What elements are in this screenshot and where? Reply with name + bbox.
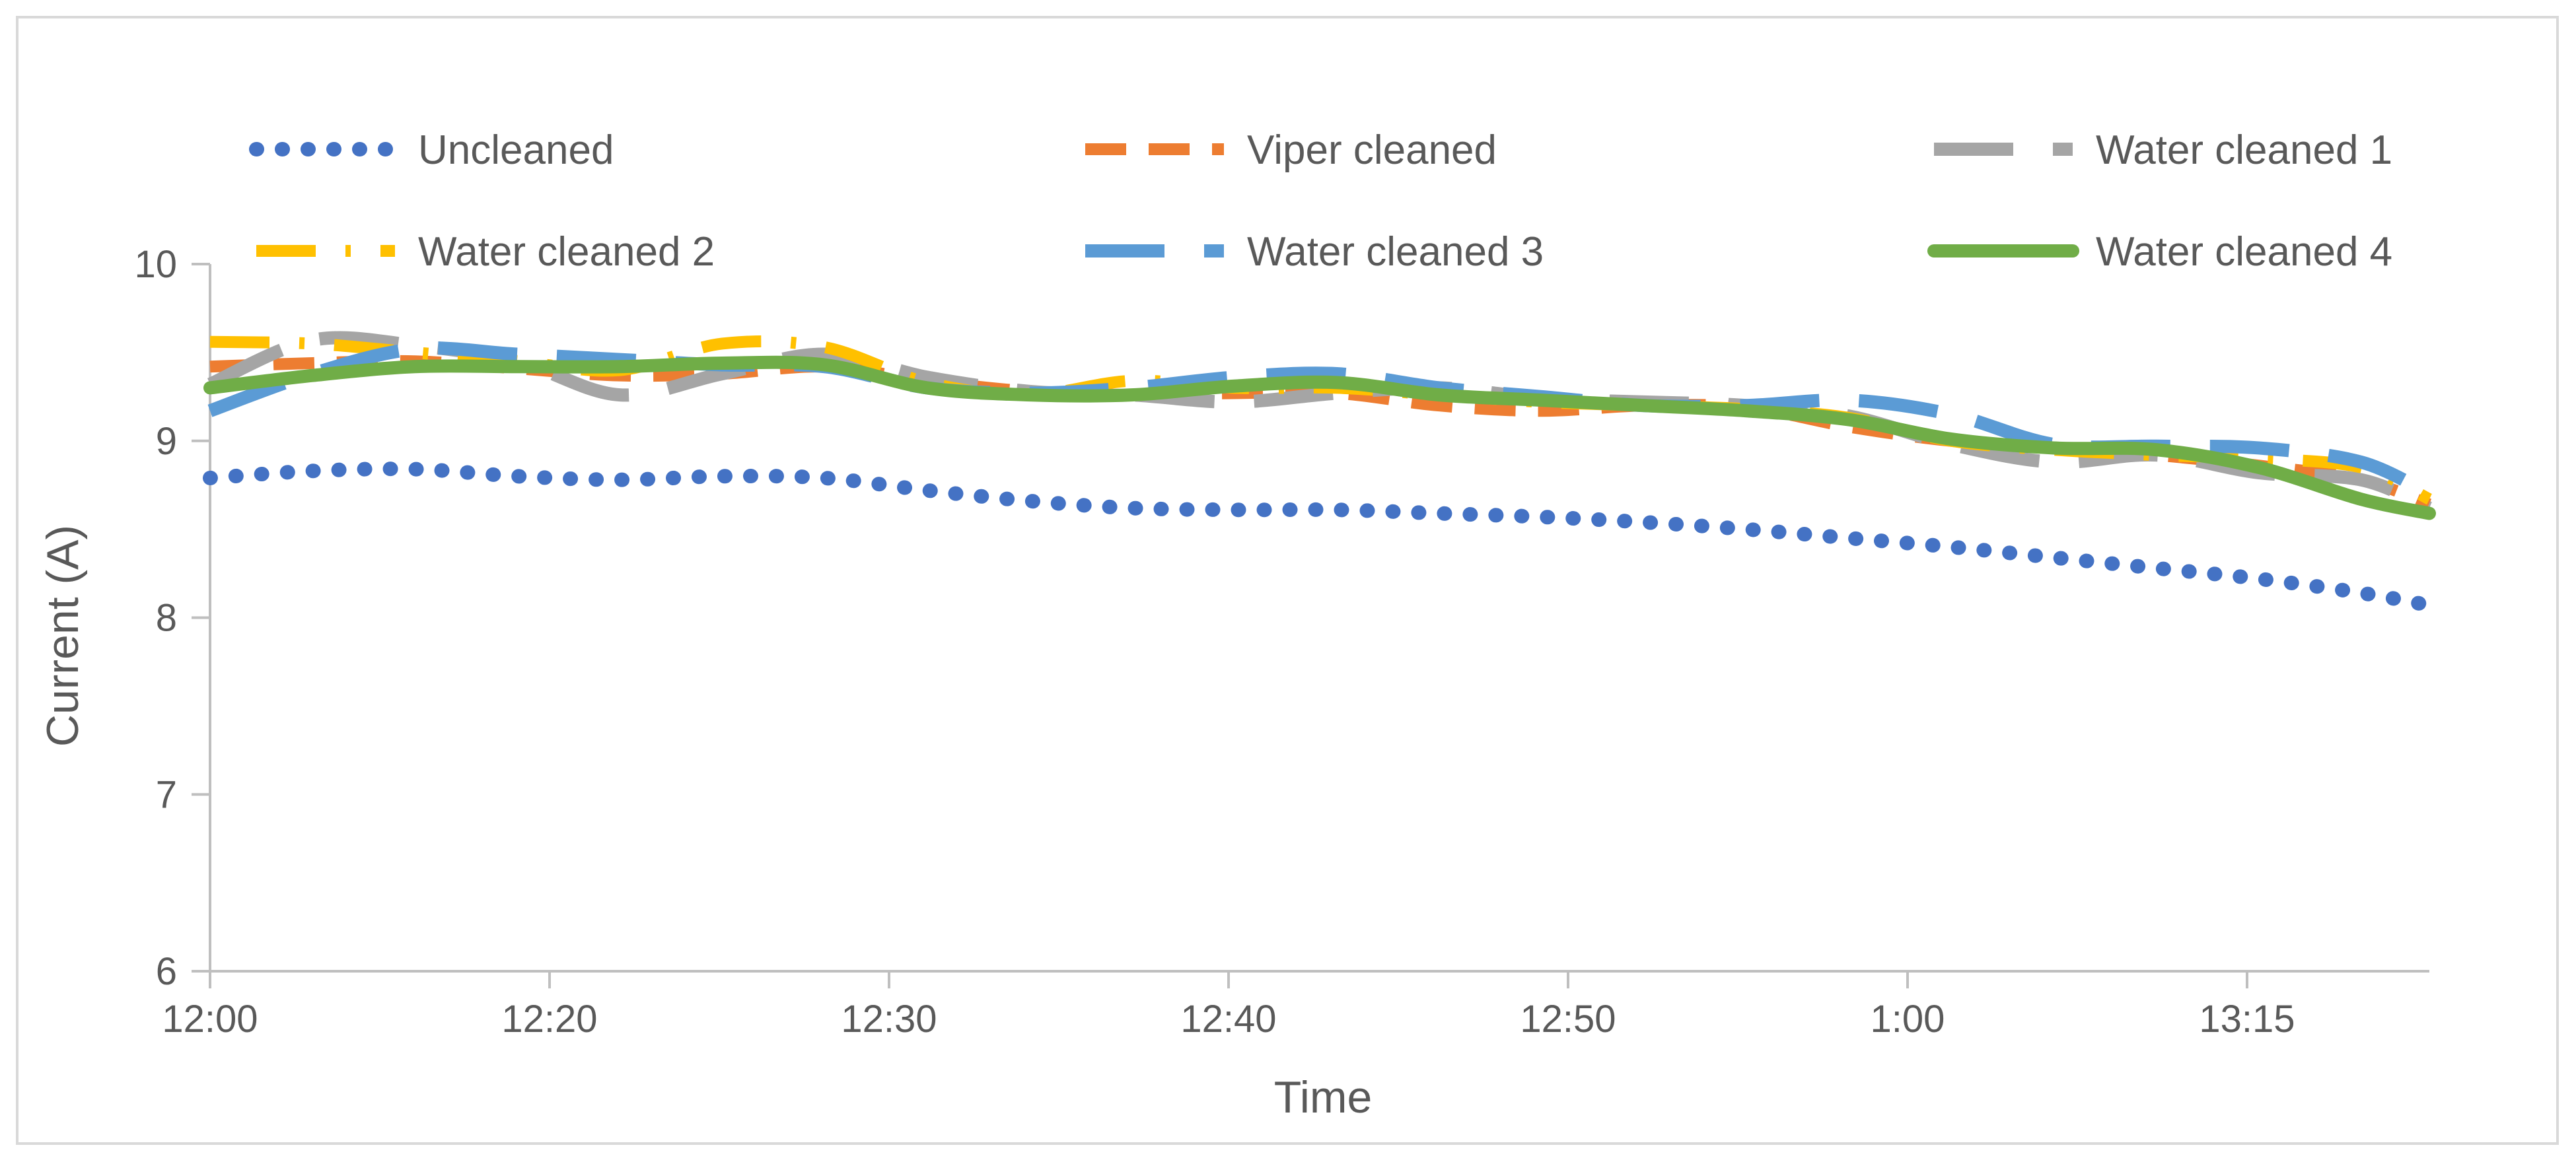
- x-tick-label: 12:20: [501, 998, 597, 1041]
- legend: Uncleaned Viper cleaned Water cleaned 1 Wat…: [249, 127, 2392, 275]
- x-tick-label: 1:00: [1871, 998, 1945, 1041]
- legend-label: Water cleaned 4: [2096, 229, 2392, 275]
- x-tick-label: 13:15: [2199, 998, 2295, 1041]
- legend-item-viper-cleaned: Viper cleaned: [1085, 127, 1497, 173]
- x-axis-title: Time: [1274, 1072, 1373, 1122]
- x-tick-label: 12:00: [162, 998, 258, 1041]
- legend-item-water-cleaned-3: Water cleaned 3: [1085, 229, 1544, 275]
- y-tick-label: 7: [156, 773, 177, 816]
- y-tick-label: 10: [134, 243, 177, 286]
- y-tick-label: 6: [156, 950, 177, 993]
- line-chart: Uncleaned Viper cleaned Water cleaned 1 Wat…: [38, 127, 2437, 1122]
- x-tick-label: 12:40: [1180, 998, 1276, 1041]
- y-axis-title: Current (A): [38, 525, 88, 747]
- y-axis: 6 7 8 9 10: [134, 243, 211, 993]
- legend-label: Water cleaned 2: [418, 229, 715, 275]
- y-tick-label: 8: [156, 597, 177, 640]
- legend-item-water-cleaned-1: Water cleaned 1: [1934, 127, 2392, 173]
- legend-item-uncleaned: Uncleaned: [249, 127, 614, 173]
- legend-label: Water cleaned 1: [2096, 127, 2392, 173]
- legend-label: Uncleaned: [418, 127, 614, 173]
- plot-series: [203, 331, 2437, 613]
- legend-item-water-cleaned-4: Water cleaned 4: [1927, 229, 2392, 275]
- legend-label: Viper cleaned: [1247, 127, 1497, 173]
- legend-label: Water cleaned 3: [1247, 229, 1544, 275]
- chart-area: Uncleaned Viper cleaned Water cleaned 1 Wat…: [16, 16, 2559, 1145]
- series-line-uncleaned: [203, 462, 2437, 613]
- x-tick-label: 12:50: [1520, 998, 1616, 1041]
- series-line-water-cleaned-4: [203, 355, 2436, 520]
- y-tick-label: 9: [156, 420, 177, 463]
- series-line-water-cleaned-3: [207, 341, 2433, 500]
- x-axis: 12:00 12:20 12:30 12:40 12:50 1:00 13:15: [162, 970, 2429, 1041]
- x-tick-label: 12:30: [841, 998, 937, 1041]
- legend-item-water-cleaned-2: Water cleaned 2: [256, 229, 715, 275]
